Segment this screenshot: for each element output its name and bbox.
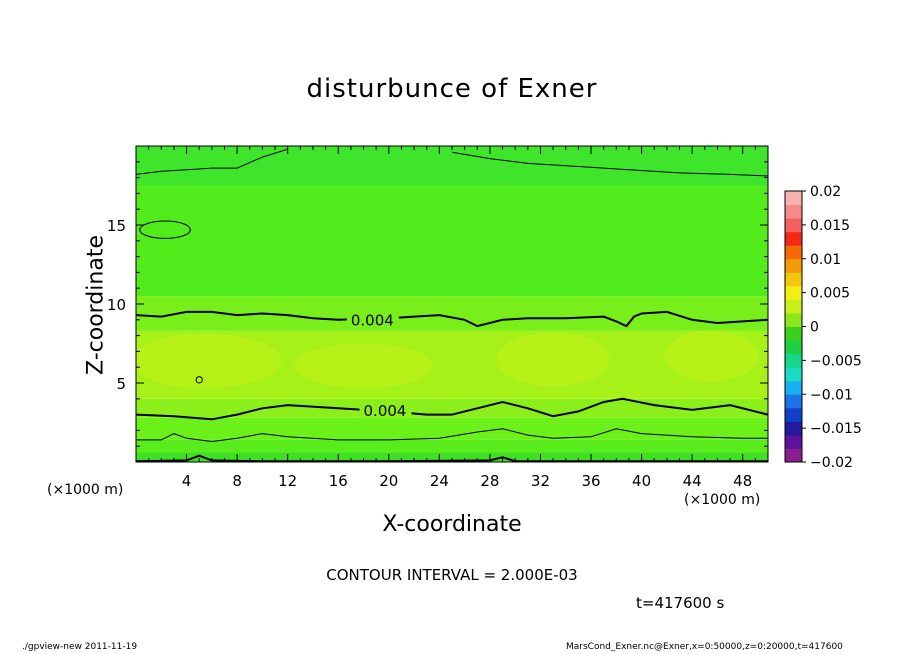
- colorbar-segment: [785, 367, 802, 382]
- colorbar: 0.02 0.015 0.01 0.005 0 −0.005 −0.01 −0.015 −0.0…: [784, 184, 862, 471]
- footer-right: MarsCond_Exner.nc@Exner,x=0:50000,z=0:20…: [566, 642, 843, 652]
- contour-label-bg: [346, 311, 399, 328]
- fill-blob: [294, 343, 434, 388]
- colorbar-segment: [785, 434, 802, 449]
- x-tick-label: 24: [430, 472, 449, 490]
- colorbar-tick-label: 0.015: [810, 218, 850, 234]
- x-tick-label: 40: [632, 472, 651, 490]
- x-tick-label: 44: [683, 472, 702, 490]
- colorbar-segment: [785, 285, 802, 300]
- contour-line: [136, 148, 288, 175]
- y-tick-label: 10: [107, 296, 126, 314]
- colorbar-segment: [785, 340, 802, 355]
- colorbar-segment: [785, 258, 802, 273]
- footer-left: ./gpview-new 2011-11-19: [22, 642, 138, 652]
- contour-label: 0.004: [364, 402, 407, 420]
- colorbar-tick-label: −0.01: [810, 387, 853, 403]
- x-tick-label: 28: [480, 472, 499, 490]
- colorbar-segment: [785, 326, 802, 341]
- fill-blob: [664, 330, 758, 382]
- colorbar-segment: [785, 204, 802, 219]
- contour-line: [136, 397, 768, 421]
- fill-band: [136, 146, 768, 186]
- y-tick-label: 5: [116, 375, 126, 393]
- x-tick-label: 48: [733, 472, 752, 490]
- x-tick-label: 4: [182, 472, 192, 490]
- x-tick-label: 20: [379, 472, 398, 490]
- fill-band: [136, 417, 768, 440]
- fill-band: [136, 296, 768, 331]
- colorbar-segment: [785, 191, 802, 206]
- time-label: t=417600 s: [636, 594, 725, 612]
- colorbar-segment: [785, 448, 802, 463]
- fill-blob: [496, 332, 610, 387]
- chart-title: disturbunce of Exner: [306, 74, 598, 104]
- colorbar-tick-label: −0.02: [810, 455, 853, 471]
- colorbar-segment: [785, 272, 802, 287]
- contour-label: 0.004: [351, 311, 394, 329]
- colorbar-segment: [785, 231, 802, 246]
- closed-contour: [139, 220, 191, 239]
- colorbar-tick-label: 0.005: [810, 286, 850, 302]
- contour-line: [451, 151, 768, 177]
- colorbar-tick-label: 0.01: [810, 252, 841, 268]
- x-unit-left: (×1000 m): [47, 482, 124, 498]
- contour-line: [136, 310, 768, 328]
- x-tick-label: 32: [531, 472, 550, 490]
- colorbar-segment: [785, 380, 802, 395]
- contour-line: [136, 428, 768, 443]
- x-tick-label: 8: [232, 472, 242, 490]
- plot-fill-area: [136, 146, 768, 462]
- y-axis-label: Z-coordinate: [83, 235, 109, 375]
- colorbar-segment: [785, 421, 802, 436]
- colorbar-tick-label: −0.005: [810, 353, 862, 369]
- colorbar-segment: [785, 218, 802, 233]
- x-tick-label: 36: [581, 472, 600, 490]
- x-axis-label: X-coordinate: [382, 512, 522, 537]
- x-tick-label: 16: [329, 472, 348, 490]
- x-unit-right: (×1000 m): [684, 492, 761, 508]
- closed-contour: [195, 376, 203, 384]
- contour-label-bg: [359, 401, 412, 418]
- fill-band: [136, 452, 768, 462]
- colorbar-tick-label: −0.015: [810, 421, 862, 437]
- colorbar-tick-label: 0: [810, 320, 819, 336]
- contour-interval-text: CONTOUR INTERVAL = 2.000E-03: [326, 566, 578, 584]
- fill-blob: [136, 334, 282, 388]
- fill-band: [136, 398, 768, 418]
- colorbar-segment: [785, 394, 802, 409]
- fill-band: [136, 185, 768, 297]
- fill-band: [136, 439, 768, 453]
- x-tick-label: 12: [278, 472, 297, 490]
- colorbar-tick-label: 0.02: [810, 184, 841, 200]
- colorbar-segment: [785, 312, 802, 327]
- colorbar-segment: [785, 245, 802, 260]
- colorbar-segment: [785, 353, 802, 368]
- colorbar-segment: [785, 299, 802, 314]
- y-tick-label: 15: [107, 217, 126, 235]
- colorbar-segment: [785, 407, 802, 422]
